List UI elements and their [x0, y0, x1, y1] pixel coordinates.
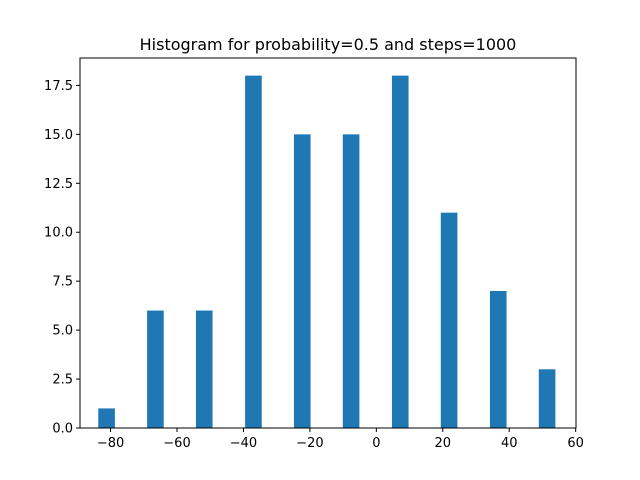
- y-tick-label: 5.0: [52, 324, 73, 339]
- bar-8: [489, 290, 507, 428]
- bar-6: [391, 75, 409, 428]
- x-tick-label: −20: [296, 436, 323, 451]
- x-tick-label: −40: [230, 436, 257, 451]
- bar-0: [98, 408, 115, 428]
- bar-3: [245, 75, 262, 428]
- y-tick-label: 17.5: [44, 79, 73, 94]
- y-tick-label: 7.5: [52, 275, 73, 290]
- bar-4: [293, 134, 311, 428]
- y-tick-label: 12.5: [44, 177, 73, 192]
- plot-frame: [79, 57, 577, 429]
- x-tick-label: −80: [97, 436, 124, 451]
- bar-1: [147, 310, 164, 428]
- y-tick-label: 10.0: [44, 226, 73, 241]
- y-axis-ticks: 0.0 2.5 5.0 7.5 10.0 12.5 15.0 17.5: [44, 79, 80, 437]
- chart-title: Histogram for probability=0.5 and steps=…: [140, 35, 517, 54]
- x-tick-label: 20: [435, 436, 452, 451]
- bar-7: [440, 212, 458, 428]
- y-tick-label: 0.0: [52, 422, 73, 437]
- bars-group: [98, 75, 556, 428]
- x-axis-ticks: −80 −60 −40 −20 0 20 40 60: [97, 428, 584, 451]
- x-tick-label: 60: [567, 436, 584, 451]
- bar-5: [342, 134, 360, 428]
- x-tick-label: 0: [372, 436, 380, 451]
- y-tick-label: 2.5: [52, 373, 73, 388]
- bar-2: [195, 310, 213, 428]
- y-tick-label: 15.0: [44, 128, 73, 143]
- bar-9: [538, 369, 556, 428]
- x-tick-label: 40: [501, 436, 518, 451]
- x-tick-label: −60: [163, 436, 190, 451]
